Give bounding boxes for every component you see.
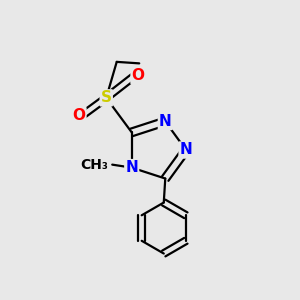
Text: N: N <box>180 142 192 158</box>
Text: N: N <box>159 114 172 129</box>
Text: O: O <box>131 68 145 83</box>
Text: S: S <box>101 90 112 105</box>
Text: N: N <box>125 160 138 175</box>
Text: O: O <box>72 108 86 123</box>
Text: CH₃: CH₃ <box>80 158 108 172</box>
